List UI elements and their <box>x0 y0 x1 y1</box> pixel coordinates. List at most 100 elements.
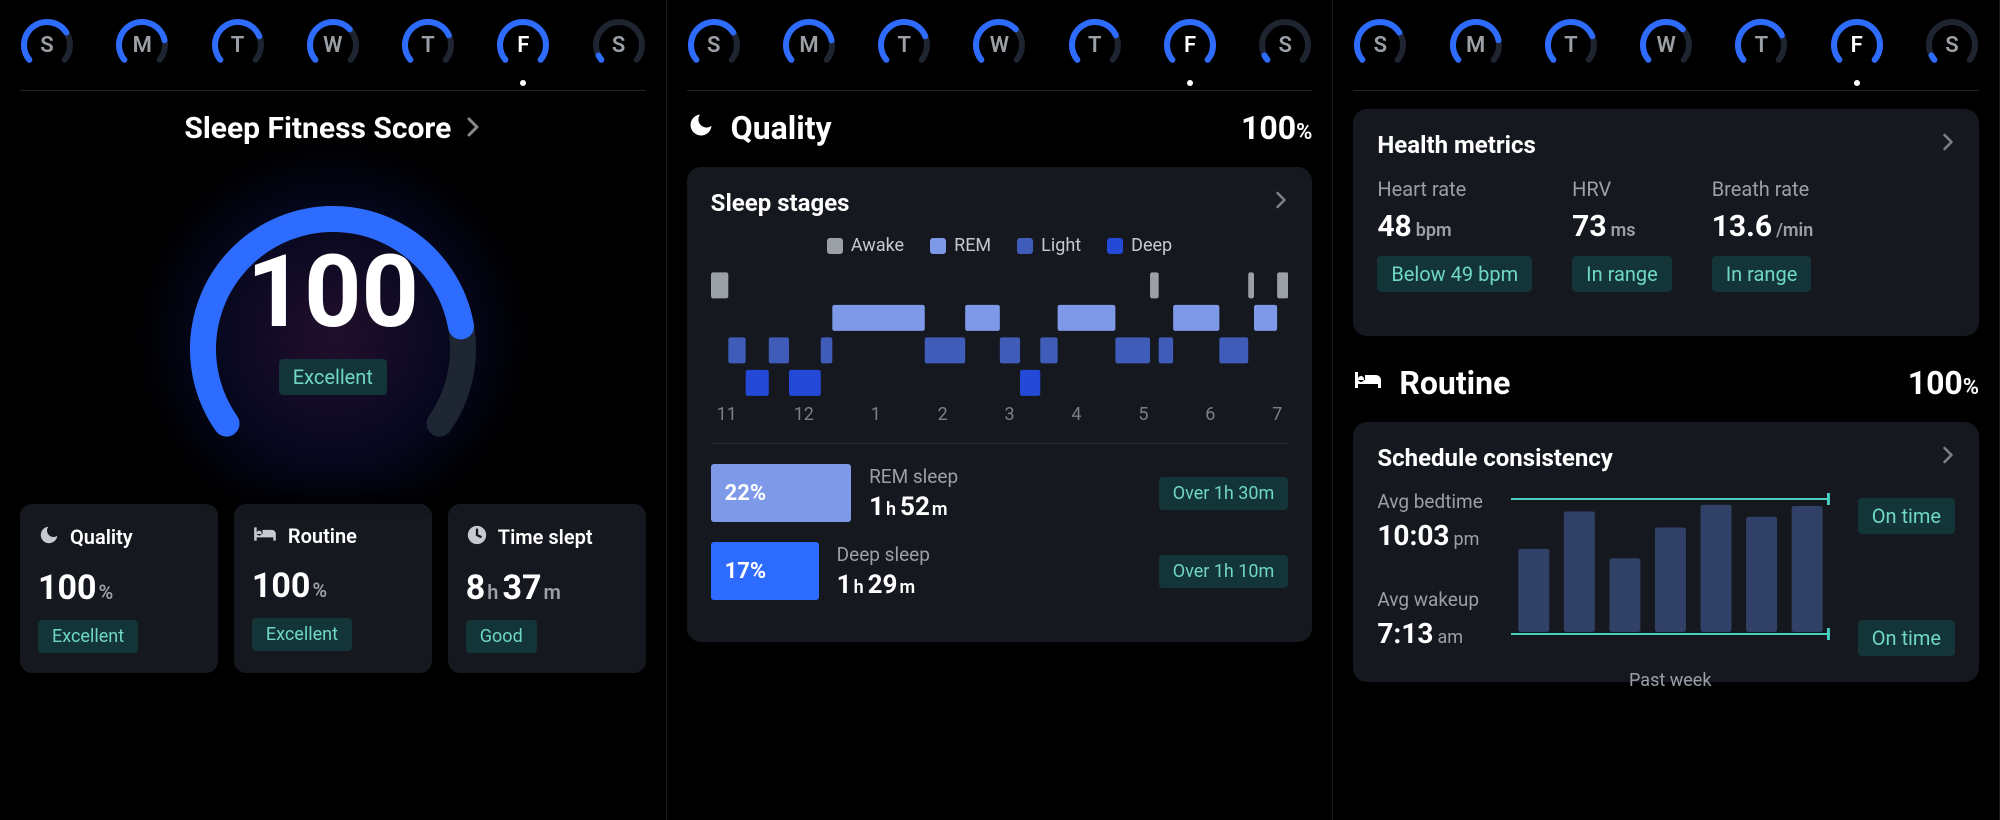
day-m[interactable]: M <box>115 18 169 72</box>
day-s[interactable]: S <box>20 18 74 72</box>
wakeup-badge: On time <box>1858 620 1955 656</box>
day-label: T <box>231 33 245 58</box>
stage-pct-bar: 17% <box>711 542 819 600</box>
panel-quality: SMTWTFS Quality 100% Sleep stages AwakeR… <box>667 0 1334 820</box>
divider <box>711 443 1289 444</box>
schedule-title: Schedule consistency <box>1377 444 1613 472</box>
metric-label: Routine <box>288 524 357 548</box>
day-s[interactable]: S <box>592 18 646 72</box>
day-label: T <box>421 33 435 58</box>
day-t[interactable]: T <box>877 18 931 72</box>
day-t[interactable]: T <box>211 18 265 72</box>
day-label: W <box>323 33 342 58</box>
panel-health-routine: S M T W T F S Health metrics Heart rate48bpmBe… <box>1333 0 2000 820</box>
metric-card-quality[interactable]: Quality 100% Excellent <box>20 504 218 673</box>
score-badge: Excellent <box>279 359 387 395</box>
day-label: S <box>1374 33 1387 58</box>
metric-badge: Good <box>466 620 537 653</box>
metric-badge: Excellent <box>38 620 138 653</box>
x-tick: 7 <box>1272 404 1282 425</box>
day-label: M <box>799 33 818 58</box>
stage-row-rem-sleep: 22% REM sleep 1h52m Over 1h 30m <box>711 464 1289 522</box>
sleep-stages-card[interactable]: Sleep stages AwakeREMLightDeep 111212345… <box>687 167 1313 642</box>
x-tick: 12 <box>794 404 814 425</box>
day-label: W <box>990 33 1009 58</box>
day-s[interactable]: S <box>1925 18 1979 72</box>
day-f[interactable]: F <box>1163 18 1217 72</box>
day-label: T <box>1088 33 1102 58</box>
routine-title: Routine <box>1399 364 1510 402</box>
day-label: M <box>1466 33 1485 58</box>
x-tick: 11 <box>717 404 737 425</box>
metric-value: 100% <box>252 566 414 606</box>
stage-row-deep-sleep: 17% Deep sleep 1h29m Over 1h 10m <box>711 542 1289 600</box>
day-t[interactable]: T <box>1068 18 1122 72</box>
clock-icon <box>466 524 488 550</box>
day-w[interactable]: W <box>306 18 360 72</box>
day-t[interactable]: T <box>1734 18 1788 72</box>
x-tick: 5 <box>1138 404 1148 425</box>
day-f[interactable]: F <box>1830 18 1884 72</box>
metric-card-time-slept[interactable]: Time slept 8h 37m Good <box>448 504 646 673</box>
metric-value: 100% <box>38 568 200 608</box>
day-label: F <box>517 33 529 58</box>
metric-card-routine[interactable]: Routine 100% Excellent <box>234 504 432 673</box>
day-label: S <box>612 33 625 58</box>
legend-item-awake: Awake <box>827 235 904 256</box>
day-label: W <box>1656 33 1675 58</box>
day-label: S <box>1279 33 1292 58</box>
stage-badge: Over 1h 30m <box>1159 477 1289 510</box>
stage-badge: Over 1h 10m <box>1159 555 1289 588</box>
chevron-right-icon <box>1941 444 1955 472</box>
schedule-caption: Past week <box>1511 670 1830 691</box>
legend-item-deep: Deep <box>1107 235 1172 256</box>
day-f[interactable]: F <box>496 18 550 72</box>
panel-score: S M T W T F S Sleep Fitness Score 100 Excellen… <box>0 0 667 820</box>
health-title: Health metrics <box>1377 131 1535 159</box>
day-label: T <box>897 33 911 58</box>
x-tick: 1 <box>871 404 881 425</box>
score-title: Sleep Fitness Score <box>184 111 451 146</box>
quality-header: Quality 100% <box>687 109 1313 147</box>
bedtime-badge: On time <box>1858 498 1955 534</box>
x-tick: 2 <box>938 404 948 425</box>
avg-bedtime: Avg bedtime 10:03pm <box>1377 490 1482 552</box>
day-t[interactable]: T <box>1544 18 1598 72</box>
metric-label: Time slept <box>498 525 593 549</box>
stage-duration: 1h29m <box>837 570 1141 600</box>
health-metric-breath-rate: Breath rate13.6/minIn range <box>1712 177 1814 292</box>
day-w[interactable]: W <box>1639 18 1693 72</box>
bed-icon <box>1353 368 1383 398</box>
chevron-right-icon <box>1274 189 1288 217</box>
day-s[interactable]: S <box>1353 18 1407 72</box>
moon-icon <box>687 111 715 145</box>
day-m[interactable]: M <box>1449 18 1503 72</box>
schedule-card[interactable]: Schedule consistency Avg bedtime 10:03pm… <box>1353 422 1979 682</box>
day-s[interactable]: S <box>1258 18 1312 72</box>
schedule-chart: Past week <box>1511 490 1830 660</box>
health-metric-hrv: HRV73msIn range <box>1572 177 1672 292</box>
day-s[interactable]: S <box>687 18 741 72</box>
health-metrics-card[interactable]: Health metrics Heart rate48bpmBelow 49 b… <box>1353 109 1979 336</box>
bed-icon <box>252 524 278 548</box>
week-strip: SMTWTFS <box>20 10 646 91</box>
stage-duration: 1h52m <box>869 492 1141 522</box>
avg-wakeup: Avg wakeup 7:13am <box>1377 588 1482 650</box>
day-m[interactable]: M <box>782 18 836 72</box>
stage-name: REM sleep <box>869 465 1141 488</box>
day-label: M <box>133 33 152 58</box>
day-t[interactable]: T <box>401 18 455 72</box>
metric-row: Quality 100% ExcellentRoutine 100% Excel… <box>20 504 646 673</box>
stage-pct-bar: 22% <box>711 464 851 522</box>
day-label: F <box>1184 33 1196 58</box>
score-header[interactable]: Sleep Fitness Score <box>20 111 646 146</box>
week-strip: SMTWTFS <box>1353 10 1979 91</box>
x-tick: 6 <box>1205 404 1215 425</box>
moon-icon <box>38 524 60 550</box>
day-label: S <box>707 33 720 58</box>
stages-legend: AwakeREMLightDeep <box>711 235 1289 256</box>
day-w[interactable]: W <box>972 18 1026 72</box>
day-label: F <box>1851 33 1863 58</box>
day-label: S <box>1945 33 1958 58</box>
score-gauge: 100 Excellent <box>163 174 503 464</box>
